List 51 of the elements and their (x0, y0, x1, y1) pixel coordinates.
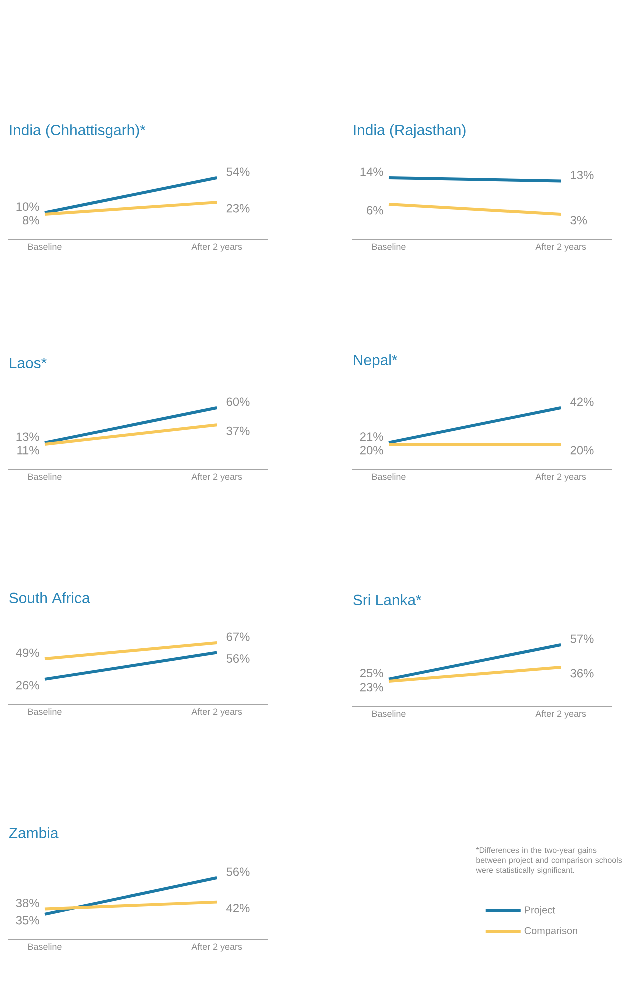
data-label: 37% (226, 426, 250, 436)
chart-title: Nepal* (354, 354, 398, 368)
data-label: 25% (360, 669, 384, 678)
data-label: 11% (18, 446, 40, 455)
x-tick-label: Baseline (28, 474, 62, 480)
data-label: 23% (360, 683, 384, 692)
data-label: 8% (23, 216, 40, 225)
data-label: 56% (226, 654, 250, 663)
data-label: 23% (226, 204, 250, 213)
data-label: 56% (226, 868, 250, 876)
data-label: 13% (16, 432, 40, 442)
data-label: 10% (16, 202, 40, 212)
data-label: 20% (360, 446, 384, 455)
chart-title: Sri Lanka* (354, 594, 422, 606)
x-tick-label: After 2 years (192, 474, 242, 482)
data-label: 49% (16, 648, 40, 658)
data-label: 35% (16, 916, 40, 925)
data-label: 21% (360, 432, 384, 442)
x-tick-label: After 2 years (536, 244, 586, 252)
data-label: 3% (570, 216, 588, 225)
x-tick-label: Baseline (372, 244, 406, 250)
data-label: 57% (570, 634, 594, 644)
data-label: 54% (226, 168, 250, 176)
chart-title: India (Rajasthan) (354, 124, 466, 138)
chart-title: India (Chhattisgarh)* (10, 124, 146, 138)
chart-title: Zambia (9, 828, 59, 838)
x-tick-label: After 2 years (192, 708, 242, 717)
data-label: 38% (16, 899, 40, 908)
chart-title: Laos* (10, 358, 47, 368)
x-tick-label: After 2 years (192, 244, 242, 252)
x-tick-label: After 2 years (536, 710, 586, 719)
data-label: 42% (570, 398, 594, 406)
x-tick-label: Baseline (28, 244, 62, 250)
x-tick-label: After 2 years (192, 944, 242, 952)
x-tick-label: Baseline (28, 708, 62, 716)
data-label: 13% (571, 171, 594, 180)
x-tick-label: Baseline (372, 474, 406, 480)
data-label: 36% (570, 669, 594, 678)
legend-label: Comparison (524, 927, 578, 936)
data-label: 60% (226, 398, 250, 406)
legend-label: Project (525, 906, 556, 916)
data-label: 6% (367, 206, 384, 215)
x-tick-label: Baseline (28, 944, 62, 950)
data-label: 20% (570, 446, 594, 455)
data-label: 42% (226, 904, 250, 913)
data-label: 14% (360, 168, 384, 176)
data-label: 26% (16, 681, 40, 690)
x-tick-label: Baseline (372, 710, 406, 718)
x-tick-label: After 2 years (536, 474, 586, 482)
chart-title: South Africa (10, 592, 90, 604)
data-label: 67% (226, 632, 250, 642)
